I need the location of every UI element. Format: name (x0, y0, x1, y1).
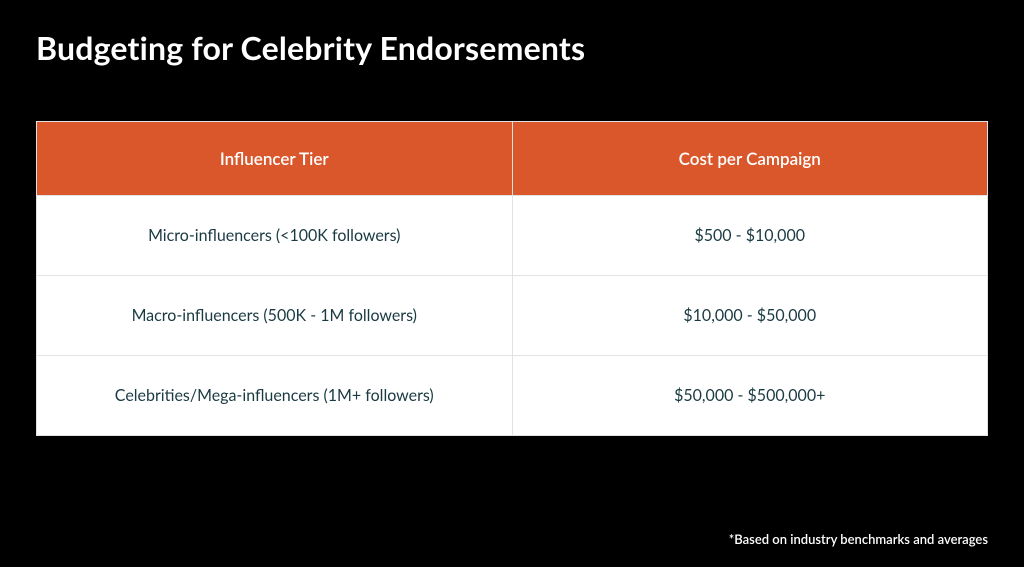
cell-cost: $500 - $10,000 (512, 196, 988, 276)
slide-container: Budgeting for Celebrity Endorsements Inf… (0, 0, 1024, 567)
cell-tier: Micro-influencers (<100K followers) (37, 196, 513, 276)
table-row: Macro-influencers (500K - 1M followers) … (37, 276, 988, 356)
table-row: Celebrities/Mega-influencers (1M+ follow… (37, 356, 988, 436)
column-header-cost: Cost per Campaign (512, 122, 988, 196)
cell-cost: $10,000 - $50,000 (512, 276, 988, 356)
table-header-row: Influencer Tier Cost per Campaign (37, 122, 988, 196)
pricing-table: Influencer Tier Cost per Campaign Micro-… (36, 121, 988, 436)
footnote-text: *Based on industry benchmarks and averag… (729, 531, 988, 547)
cell-cost: $50,000 - $500,000+ (512, 356, 988, 436)
cell-tier: Macro-influencers (500K - 1M followers) (37, 276, 513, 356)
cell-tier: Celebrities/Mega-influencers (1M+ follow… (37, 356, 513, 436)
column-header-tier: Influencer Tier (37, 122, 513, 196)
slide-title: Budgeting for Celebrity Endorsements (36, 28, 988, 67)
table-row: Micro-influencers (<100K followers) $500… (37, 196, 988, 276)
